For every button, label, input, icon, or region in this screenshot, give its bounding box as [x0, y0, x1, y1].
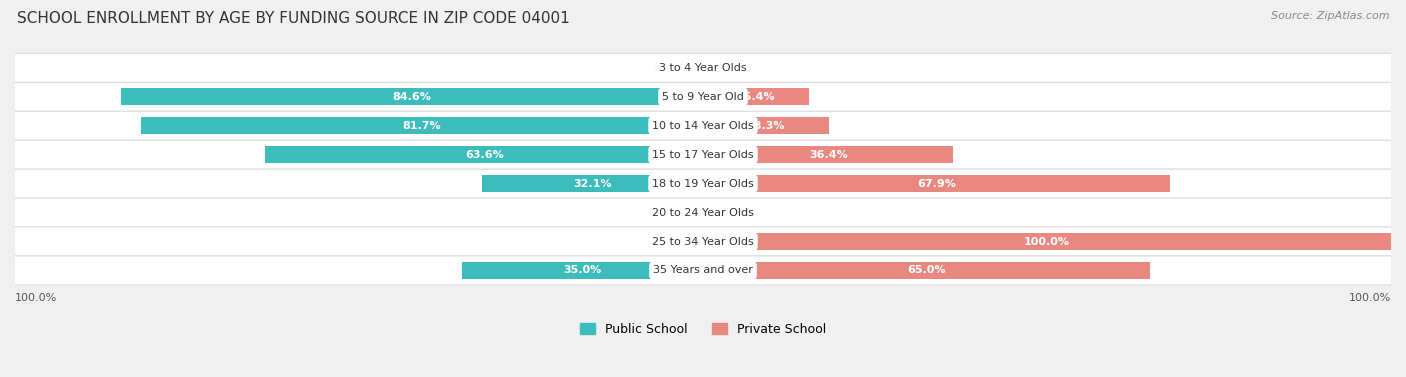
Text: 0.0%: 0.0% [654, 236, 682, 247]
FancyBboxPatch shape [14, 198, 1392, 227]
Text: 3 to 4 Year Olds: 3 to 4 Year Olds [659, 63, 747, 73]
Bar [703, 117, 830, 134]
Text: 0.0%: 0.0% [654, 208, 682, 218]
Text: 18 to 19 Year Olds: 18 to 19 Year Olds [652, 179, 754, 188]
Legend: Public School, Private School: Public School, Private School [579, 323, 827, 336]
Text: 20 to 24 Year Olds: 20 to 24 Year Olds [652, 208, 754, 218]
Text: 5 to 9 Year Old: 5 to 9 Year Old [662, 92, 744, 102]
Text: 10 to 14 Year Olds: 10 to 14 Year Olds [652, 121, 754, 131]
FancyBboxPatch shape [14, 82, 1392, 111]
Bar [141, 117, 703, 134]
FancyBboxPatch shape [14, 256, 1392, 285]
Bar [121, 88, 703, 106]
Text: 81.7%: 81.7% [402, 121, 441, 131]
Text: 15.4%: 15.4% [737, 92, 775, 102]
FancyBboxPatch shape [14, 227, 1392, 256]
Bar [703, 233, 1391, 250]
Text: 15 to 17 Year Olds: 15 to 17 Year Olds [652, 150, 754, 159]
FancyBboxPatch shape [14, 111, 1392, 140]
FancyBboxPatch shape [14, 169, 1392, 198]
Bar [703, 146, 953, 163]
Bar [463, 262, 703, 279]
Text: 0.0%: 0.0% [654, 63, 682, 73]
Text: 67.9%: 67.9% [917, 179, 956, 188]
FancyBboxPatch shape [14, 140, 1392, 169]
Text: 63.6%: 63.6% [465, 150, 503, 159]
Text: 32.1%: 32.1% [574, 179, 612, 188]
Bar [266, 146, 703, 163]
Text: 35 Years and over: 35 Years and over [652, 265, 754, 276]
Text: 100.0%: 100.0% [1024, 236, 1070, 247]
Text: 0.0%: 0.0% [724, 208, 752, 218]
Text: SCHOOL ENROLLMENT BY AGE BY FUNDING SOURCE IN ZIP CODE 04001: SCHOOL ENROLLMENT BY AGE BY FUNDING SOUR… [17, 11, 569, 26]
Bar [703, 175, 1170, 192]
Text: 84.6%: 84.6% [392, 92, 432, 102]
Bar [482, 175, 703, 192]
Text: 0.0%: 0.0% [724, 63, 752, 73]
Text: 100.0%: 100.0% [15, 293, 58, 303]
Text: Source: ZipAtlas.com: Source: ZipAtlas.com [1271, 11, 1389, 21]
Text: 25 to 34 Year Olds: 25 to 34 Year Olds [652, 236, 754, 247]
Text: 36.4%: 36.4% [808, 150, 848, 159]
Text: 35.0%: 35.0% [564, 265, 602, 276]
Bar [703, 262, 1150, 279]
Text: 18.3%: 18.3% [747, 121, 785, 131]
Text: 100.0%: 100.0% [1348, 293, 1391, 303]
Text: 65.0%: 65.0% [907, 265, 946, 276]
Bar [703, 88, 808, 106]
FancyBboxPatch shape [14, 53, 1392, 82]
